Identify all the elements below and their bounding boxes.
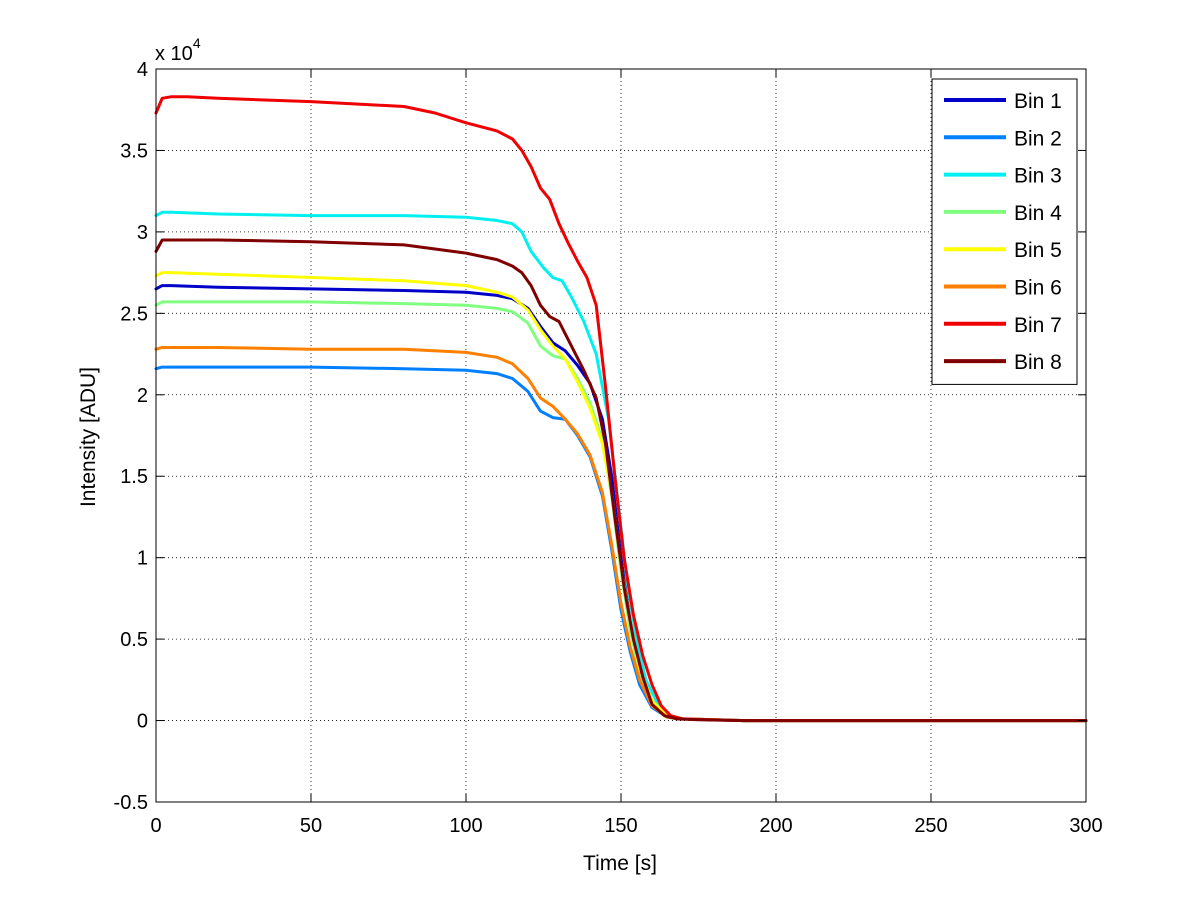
y-exponent-power: 4 [193,35,201,51]
series-line-bin-8 [154,238,1088,723]
x-tick-label: 200 [759,815,792,837]
x-tick-label: 300 [1069,815,1102,837]
y-tick-label: 1.5 [120,466,148,488]
y-exponent-base: x 10 [155,43,193,65]
tick-marks [155,68,1087,803]
legend-label-bin-2: Bin 2 [1014,127,1062,150]
y-tick-label: 3.5 [120,140,148,162]
y-tick-label: 0 [137,711,148,733]
series-line-bin-7 [154,95,1088,723]
series-line-bin-5 [154,271,1088,723]
legend-label-bin-6: Bin 6 [1014,277,1062,300]
legend: Bin 1 Bin 2 Bin 3 Bin 4 Bin 5 Bin 6 Bin 7 Bin 8 [931,78,1078,385]
y-tick-label: 0.5 [120,629,148,651]
y-tick-label: 2 [137,385,148,407]
legend-box [931,78,1078,385]
legend-label-bin-4: Bin 4 [1014,202,1062,225]
legend-label-bin-5: Bin 5 [1014,239,1062,262]
y-tick-label: 3 [137,222,148,244]
x-tick-label: 50 [300,815,322,837]
legend-label-bin-8: Bin 8 [1014,351,1062,374]
y-tick-label: 2.5 [120,303,148,325]
x-tick-label: 0 [150,815,161,837]
legend-label-bin-7: Bin 7 [1014,314,1062,337]
legend-label-bin-3: Bin 3 [1014,165,1062,188]
y-tick-label: 1 [137,548,148,570]
axes-box [156,69,1086,802]
x-tick-label: 250 [914,815,947,837]
plot-area: 0 50 100 150 200 250 300 -0.500.511.522.533.54 [114,59,1103,837]
y-tick-label: 4 [137,59,148,81]
y-exponent-label: x 104 [155,35,201,65]
legend-label-bin-1: Bin 1 [1014,90,1062,113]
x-tick-label: 150 [604,815,637,837]
x-axis-label: Time [s] [583,852,657,875]
x-tick-labels: 0 50 100 150 200 250 300 [150,815,1102,837]
y-axis-label: Intensity [ADU] [77,367,100,507]
x-tick-label: 100 [449,815,482,837]
y-tick-labels: -0.5 0 0.5 1 1.5 2 2.5 3 3.5 4 [114,59,148,814]
y-tick-label: -0.5 [114,792,148,814]
series-layer [154,95,1088,723]
